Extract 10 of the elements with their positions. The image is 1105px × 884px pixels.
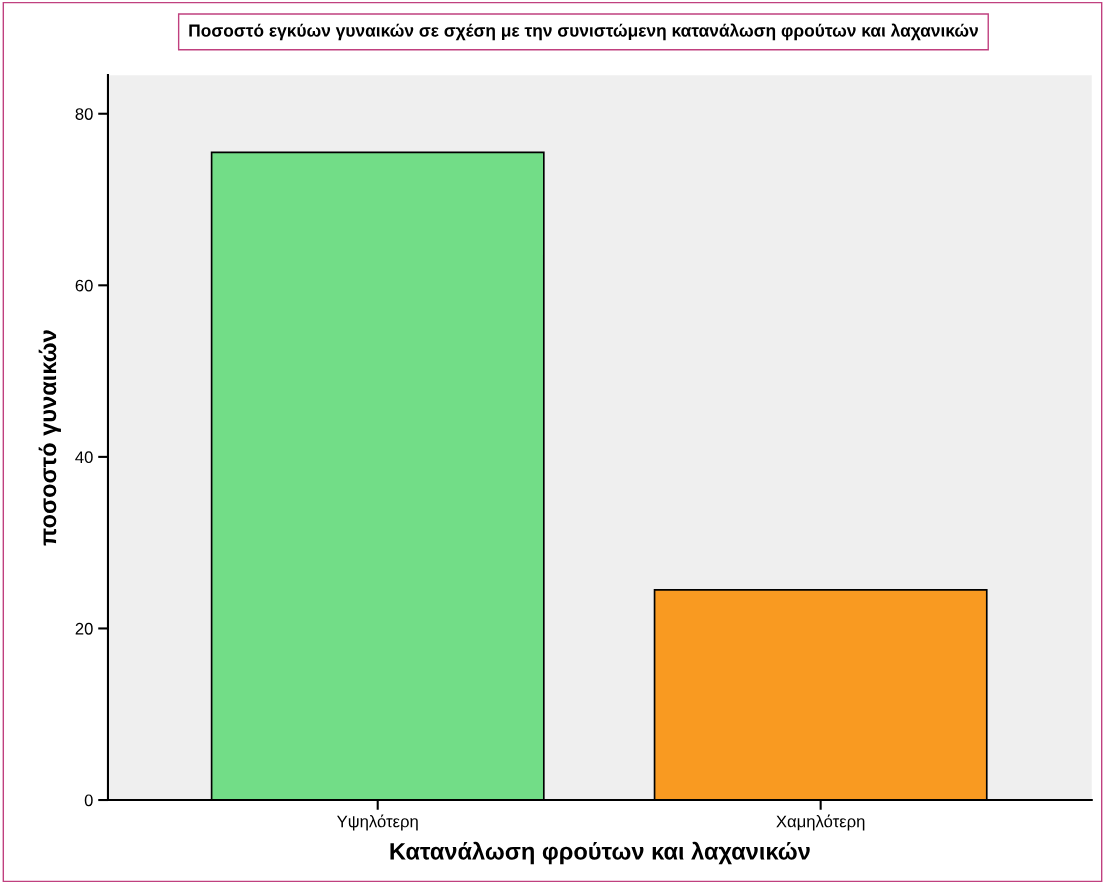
- y-tick-label: 80: [75, 108, 93, 120]
- y-tick-label: 20: [75, 622, 93, 635]
- y-tick-label: 60: [75, 279, 93, 292]
- y-axis-title: ποσοστό γυναικών: [38, 330, 61, 546]
- x-axis-title: Κατανάλωση φρούτων και λαχανικών: [390, 841, 810, 865]
- x-tick-label: Υψηλότερη: [337, 814, 418, 831]
- y-tick-label: 0: [84, 794, 93, 807]
- chart-title: Ποσοστό εγκύων γυναικών σε σχέση με την συνιστώμενη κατανάλωση φρούτων και λαχανικών: [189, 23, 978, 41]
- x-tick-label: Χαμηλότερη: [776, 814, 865, 831]
- y-tick-label: 40: [75, 451, 93, 464]
